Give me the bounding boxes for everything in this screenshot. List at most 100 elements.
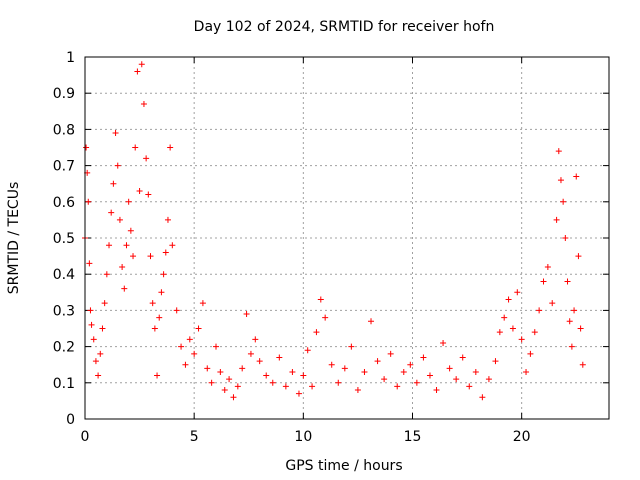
x-tick-label: 15 [404,429,422,445]
data-point [335,379,342,386]
data-point [446,365,453,372]
data-point [108,209,115,216]
data-point [368,318,375,325]
data-point [178,343,185,350]
data-point [579,361,586,368]
data-point [132,144,139,151]
data-point [182,361,189,368]
data-point [518,336,525,343]
data-point [87,307,94,314]
data-point [169,242,176,249]
data-point [160,271,167,278]
data-point [106,242,113,249]
chart-title: Day 102 of 2024, SRMTID for receiver hof… [194,19,495,35]
data-point [562,235,569,241]
data-point [191,350,198,357]
x-tick-label: 5 [190,429,199,445]
data-point [348,343,355,350]
data-point [289,368,296,375]
data-point [114,162,121,169]
data-point [309,383,316,390]
data-point [121,285,128,292]
data-point [501,314,508,321]
x-tick-label: 0 [81,429,90,445]
data-point [544,263,551,270]
data-point [440,339,447,346]
data-point [575,253,582,260]
data-point [90,336,97,343]
data-point [167,144,174,151]
data-point [527,350,534,357]
data-point [147,253,154,260]
data-point [125,198,132,205]
data-point [295,390,302,397]
data-point [479,394,486,401]
x-tick-label: 20 [513,429,531,445]
data-point [426,372,433,379]
data-point [300,372,307,379]
data-point [234,383,241,390]
data-point [557,177,564,184]
data-point [186,336,193,343]
data-point [217,368,224,375]
data-point [564,278,571,285]
y-tick-label: 0.2 [53,340,75,356]
data-point [514,289,521,296]
data-point [413,379,420,386]
data-point [230,394,237,401]
data-point [531,329,538,336]
data-point [221,387,228,394]
data-point [149,300,156,307]
data-point [322,314,329,321]
data-point [145,191,152,198]
data-point [407,361,414,368]
data-point [195,325,202,332]
data-point [263,372,270,379]
data-point [138,61,145,68]
data-point [381,376,388,383]
data-point [553,216,560,223]
data-point [394,383,401,390]
data-point [549,300,556,307]
data-point [97,350,104,357]
data-point [341,365,348,372]
data-point [304,347,311,354]
data-point [492,358,499,365]
y-tick-label: 0.7 [53,159,75,175]
data-point [374,358,381,365]
plot-frame [84,56,610,420]
data-point [110,180,117,187]
x-tick-label: 10 [294,429,312,445]
y-axis-label: SRMTID / TECUs [6,182,22,295]
y-tick-label: 0.8 [53,122,75,138]
data-point [158,289,165,296]
data-point [83,144,90,151]
data-marks [82,61,586,401]
data-point [130,253,137,260]
data-point [400,368,407,375]
data-point [269,379,276,386]
data-point [387,350,394,357]
ticks: 00.10.20.30.40.50.60.70.80.910 5 10 15 20 [53,50,609,445]
data-point [276,354,283,361]
y-tick-label: 0.4 [53,267,75,283]
data-point [256,358,263,365]
data-point [116,216,123,223]
data-point [140,101,147,108]
grid [85,57,609,419]
y-tick-label: 0.1 [53,376,75,392]
data-point [239,365,246,372]
data-point [573,173,580,180]
data-point [523,368,530,375]
data-point [571,307,578,314]
data-point [577,325,584,332]
y-tick-label: 0 [66,412,75,428]
data-point [509,325,516,332]
data-point [136,187,143,194]
data-point [226,376,233,383]
data-point [95,372,102,379]
data-point [204,365,211,372]
y-tick-label: 0.3 [53,303,75,319]
